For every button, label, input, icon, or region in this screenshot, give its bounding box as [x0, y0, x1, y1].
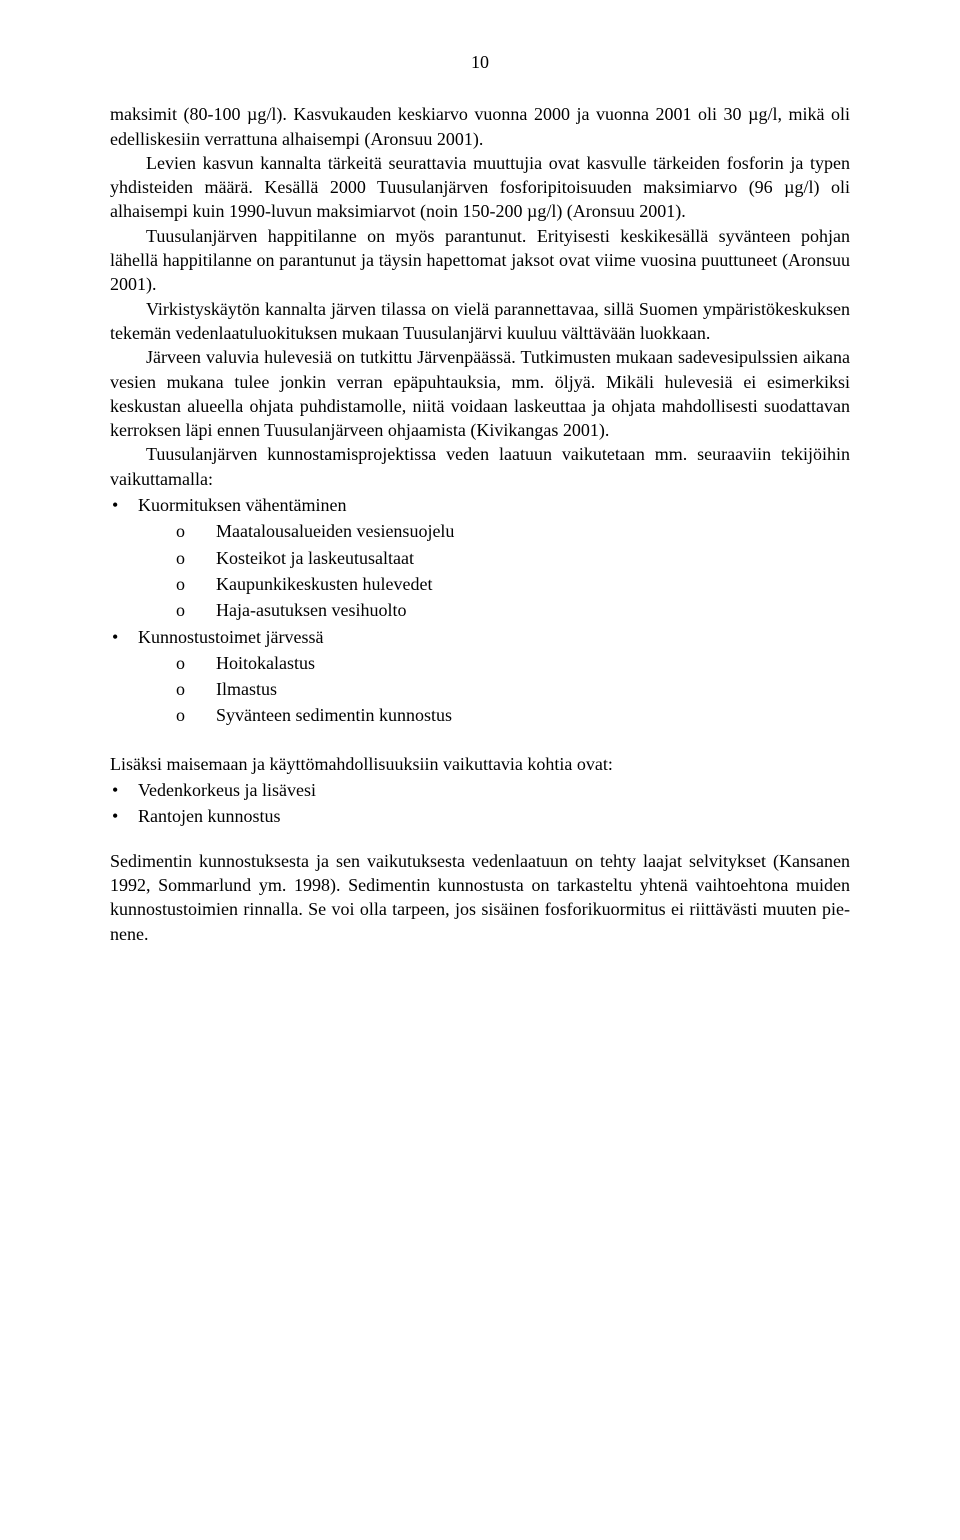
paragraph-1: maksimit (80-100 µg/l). Kasvukauden kesk…	[110, 102, 850, 151]
list-item: Kuormituksen vähentäminen o Maatalousalue…	[110, 493, 850, 622]
list-item-label: Rantojen kunnostus	[138, 806, 281, 826]
sub-list-item: o Kaupunkikeskusten hulevedet	[138, 572, 850, 596]
sub-marker: o	[176, 519, 185, 543]
sub-marker: o	[176, 598, 185, 622]
sub-item-label: Haja-asutuksen vesihuolto	[216, 600, 406, 620]
sub-list: o Maatalousalueiden vesiensuojelu o Kostei…	[138, 519, 850, 622]
list-item-label: Kuormituksen vähentäminen	[138, 495, 346, 515]
paragraph-8: Sedimentin kunnostuksesta ja sen vaikutu…	[110, 849, 850, 946]
sub-list-item: o Hoitokalastus	[138, 651, 850, 675]
sub-list-item: o Ilmastus	[138, 677, 850, 701]
sub-marker: o	[176, 677, 185, 701]
sub-marker: o	[176, 651, 185, 675]
additional-list: Vedenkorkeus ja lisävesi Rantojen kunnos…	[110, 778, 850, 829]
list-item: Vedenkorkeus ja lisävesi	[110, 778, 850, 802]
page-number: 10	[110, 50, 850, 74]
paragraph-4: Virkistyskäytön kannalta järven tilassa …	[110, 297, 850, 346]
sub-list-item: o Haja-asutuksen vesihuolto	[138, 598, 850, 622]
factors-list: Kuormituksen vähentäminen o Maatalousalue…	[110, 493, 850, 728]
paragraph-6: Tuusulanjärven kunnostamisprojektissa ve…	[110, 442, 850, 491]
list-item-label: Vedenkorkeus ja lisävesi	[138, 780, 316, 800]
sub-list-item: o Kosteikot ja laskeutusaltaat	[138, 546, 850, 570]
paragraph-7: Lisäksi maisemaan ja käyttömahdollisuuks…	[110, 752, 850, 776]
spacer	[110, 831, 850, 849]
list-item: Rantojen kunnostus	[110, 804, 850, 828]
sub-marker: o	[176, 572, 185, 596]
sub-list: o Hoitokalastus o Ilmastus o Syvänteen sedi…	[138, 651, 850, 728]
sub-item-label: Maatalousalueiden vesiensuojelu	[216, 521, 454, 541]
sub-marker: o	[176, 703, 185, 727]
paragraph-5: Järveen valuvia hulevesiä on tutkittu Jä…	[110, 345, 850, 442]
list-item-label: Kunnostustoimet järvessä	[138, 627, 323, 647]
list-item: Kunnostustoimet järvessä o Hoitokalastus …	[110, 625, 850, 728]
sub-marker: o	[176, 546, 185, 570]
sub-item-label: Hoitokalastus	[216, 653, 315, 673]
sub-list-item: o Maatalousalueiden vesiensuojelu	[138, 519, 850, 543]
spacer	[110, 730, 850, 748]
paragraph-3: Tuusulanjärven happitilanne on myös para…	[110, 224, 850, 297]
sub-item-label: Syvänteen sedimentin kunnostus	[216, 705, 452, 725]
paragraph-2: Levien kasvun kannalta tärkeitä seuratta…	[110, 151, 850, 224]
sub-item-label: Kosteikot ja laskeutusaltaat	[216, 548, 414, 568]
sub-list-item: o Syvänteen sedimentin kunnostus	[138, 703, 850, 727]
sub-item-label: Kaupunkikeskusten hulevedet	[216, 574, 432, 594]
sub-item-label: Ilmastus	[216, 679, 277, 699]
